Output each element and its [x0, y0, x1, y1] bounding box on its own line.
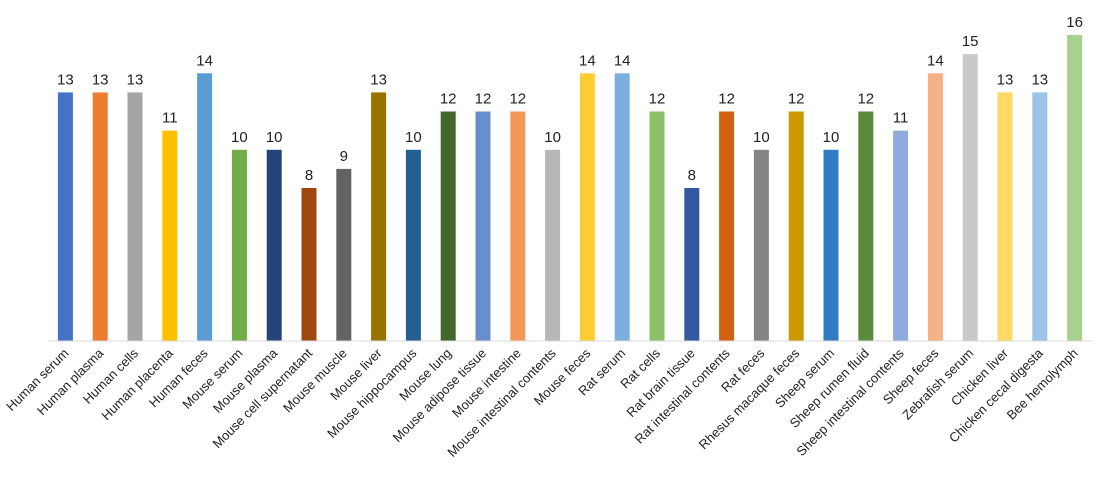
bar [719, 111, 735, 341]
bar-value-label: 8 [688, 167, 696, 184]
bar [788, 111, 804, 341]
bar-value-label: 14 [196, 52, 213, 69]
bar-value-label: 12 [509, 91, 526, 108]
bar [231, 149, 247, 342]
bar [57, 92, 73, 342]
bar-value-label: 12 [718, 91, 735, 108]
bar [1067, 35, 1083, 341]
bar [301, 188, 317, 341]
bar [336, 168, 352, 341]
bar [1032, 92, 1048, 342]
bar-value-label: 10 [405, 129, 422, 146]
bar-value-label: 10 [823, 129, 840, 146]
bar-value-label: 12 [440, 91, 457, 108]
bar [823, 149, 839, 342]
bar [893, 130, 909, 341]
bar [997, 92, 1013, 342]
bar-value-label: 13 [92, 71, 109, 88]
bar-value-label: 12 [649, 91, 666, 108]
bar-value-label: 13 [1031, 71, 1048, 88]
bar-value-label: 16 [1066, 14, 1083, 31]
bar [858, 111, 874, 341]
bar-value-label: 13 [57, 71, 74, 88]
bar [197, 73, 213, 342]
bar-value-label: 11 [162, 110, 178, 127]
bar [510, 111, 526, 341]
bar [440, 111, 456, 341]
bar [405, 149, 421, 342]
bar-value-label: 8 [305, 167, 313, 184]
bar [927, 73, 943, 342]
bar-value-label: 13 [997, 71, 1014, 88]
bar-value-label: 11 [893, 110, 909, 127]
bar-value-label: 10 [231, 129, 248, 146]
bar-value-label: 9 [340, 148, 348, 165]
bar-value-label: 10 [753, 129, 770, 146]
bar [962, 54, 978, 341]
bar [162, 130, 178, 341]
bar-value-label: 14 [579, 52, 596, 69]
bar [684, 188, 700, 341]
bar [649, 111, 665, 341]
bar-value-label: 10 [544, 129, 561, 146]
bar-value-label: 15 [962, 33, 979, 50]
bar [475, 111, 491, 341]
bar [127, 92, 143, 342]
bars-layer [57, 35, 1083, 342]
bar-value-label: 12 [788, 91, 805, 108]
bar [266, 149, 282, 342]
bar [92, 92, 108, 342]
value-labels-layer: 13 13 13 11 14 10 10 8 9 13 10 12 12 12 10 14 14 12 8 12 10 1… [57, 14, 1083, 184]
bar [753, 149, 769, 342]
bar-value-label: 14 [614, 52, 631, 69]
bar-value-label: 13 [127, 71, 144, 88]
bar-value-label: 14 [927, 52, 944, 69]
bar [545, 149, 561, 342]
bar [614, 73, 630, 342]
bar-value-label: 12 [475, 91, 492, 108]
bar-value-label: 10 [266, 129, 283, 146]
bar-value-label: 13 [370, 71, 387, 88]
bar [371, 92, 387, 342]
bar [579, 73, 595, 342]
bar-value-label: 12 [857, 91, 874, 108]
